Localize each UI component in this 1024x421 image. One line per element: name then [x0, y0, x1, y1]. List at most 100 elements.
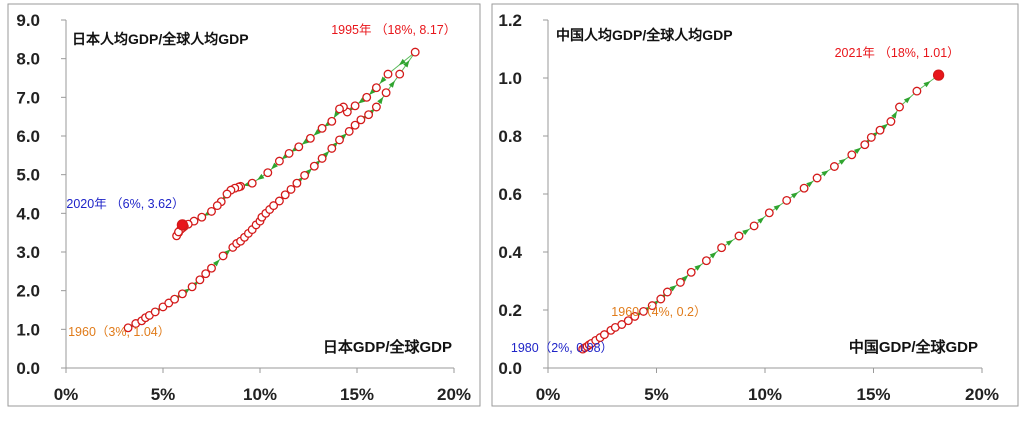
trend-arrow-icon [324, 120, 332, 127]
data-point [269, 201, 279, 211]
data-point [207, 206, 216, 216]
trend-arrow-icon [806, 180, 814, 188]
trend-arrow-icon [369, 88, 376, 95]
trend-arrow-icon [903, 96, 911, 104]
data-point [335, 135, 344, 145]
data-point [335, 104, 344, 114]
point-annotation: 2020年 （6%, 3.62） [66, 197, 184, 211]
trend-arrow-icon [681, 275, 689, 282]
trend-arrow-icon [305, 168, 313, 176]
x-tick-label: 10% [243, 385, 277, 404]
x-tick-label: 15% [340, 385, 374, 404]
point-annotation: 1995年 （18%, 8.17） [331, 23, 456, 37]
trend-arrow-icon [340, 133, 348, 140]
trend-arrow-icon [313, 129, 321, 136]
data-point [675, 277, 685, 287]
data-point [286, 184, 296, 194]
data-point [701, 256, 711, 266]
data-point [860, 140, 870, 150]
trend-arrow-icon [223, 249, 231, 256]
data-point [195, 275, 205, 285]
data-point [364, 110, 374, 120]
data-point [344, 126, 354, 136]
trend-arrow-icon [891, 111, 897, 119]
x-tick-label: 20% [437, 385, 471, 404]
data-point [662, 287, 672, 297]
x-tick-label: 0% [536, 385, 561, 404]
data-point [395, 69, 405, 79]
data-point [749, 221, 759, 231]
y-tick-label: 0.0 [16, 359, 40, 378]
data-point [317, 153, 327, 163]
data-point [895, 102, 904, 112]
y-tick-label: 4.0 [16, 204, 40, 223]
x-tick-label: 15% [856, 385, 890, 404]
data-point [263, 168, 273, 178]
data-point [317, 123, 327, 133]
x-tick-label: 10% [748, 385, 782, 404]
data-point [300, 170, 310, 180]
y-tick-label: 0.4 [498, 243, 522, 262]
data-point [309, 161, 319, 171]
point-annotation: 1960（4%, 0.2） [611, 305, 706, 319]
data-point [350, 101, 360, 111]
x-tick-label: 5% [644, 385, 669, 404]
data-point [799, 183, 809, 193]
trend-arrow-icon [358, 97, 366, 104]
data-point [350, 120, 360, 130]
trend-arrow-icon [757, 217, 765, 224]
data-point [305, 133, 315, 143]
data-point [356, 115, 366, 125]
data-point [886, 117, 896, 126]
y-tick-label: 6.0 [16, 127, 40, 146]
data-point [274, 156, 284, 166]
y-tick-label: 2.0 [16, 282, 40, 301]
trend-arrow-icon [379, 76, 387, 84]
trend-arrow-icon [213, 259, 220, 267]
y-tick-label: 0.8 [498, 127, 522, 146]
data-point [212, 201, 222, 211]
y-tick-label: 1.2 [498, 11, 522, 30]
data-point [294, 142, 304, 152]
data-point [247, 178, 257, 188]
trend-arrow-icon [881, 123, 889, 131]
data-point [383, 69, 393, 79]
japan-panel: 0.0 1.0 2.0 3.0 4.0 5.0 6.0 7.0 8.0 9.0 0% 5% 10% 15%… [7, 3, 481, 407]
point-annotation: 1960（3%, 1.04） [68, 325, 170, 339]
data-point [932, 69, 945, 81]
data-point [371, 102, 381, 112]
x-tick-label: 0% [54, 385, 79, 404]
data-point [187, 282, 197, 292]
point-annotation: 1980（2%, 0.08） [511, 341, 613, 355]
data-point [764, 208, 774, 218]
trend-arrow-icon [403, 60, 410, 68]
inner-label-bottom: 中国GDP/全球GDP [849, 338, 978, 356]
data-point [176, 219, 189, 231]
data-point [717, 243, 727, 253]
y-tick-label: 7.0 [16, 88, 40, 107]
trend-arrow-icon [322, 150, 330, 158]
data-point [218, 251, 228, 261]
x-tick-label: 5% [151, 385, 176, 404]
data-point [327, 143, 337, 153]
data-point [201, 269, 211, 279]
y-tick-label: 9.0 [16, 11, 40, 30]
china-panel: 0.0 0.2 0.4 0.6 0.8 1.0 1.2 0% 5% 10% 15% 20% 中国人均GD… [491, 3, 1019, 407]
data-point [847, 150, 857, 160]
data-point [734, 231, 744, 241]
y-tick-label: 0.0 [498, 359, 522, 378]
data-point [782, 195, 792, 205]
data-point [362, 92, 372, 102]
trend-arrow-icon [331, 141, 339, 149]
data-point [327, 116, 337, 126]
trend-arrow-icon [791, 192, 799, 199]
data-point [170, 294, 180, 304]
y-tick-label: 5.0 [16, 166, 40, 185]
trend-arrow-icon [281, 153, 289, 160]
data-point [829, 162, 839, 171]
trend-arrow-icon [271, 162, 278, 170]
trend-arrow-icon [333, 110, 340, 119]
trend-arrow-icon [257, 173, 265, 180]
